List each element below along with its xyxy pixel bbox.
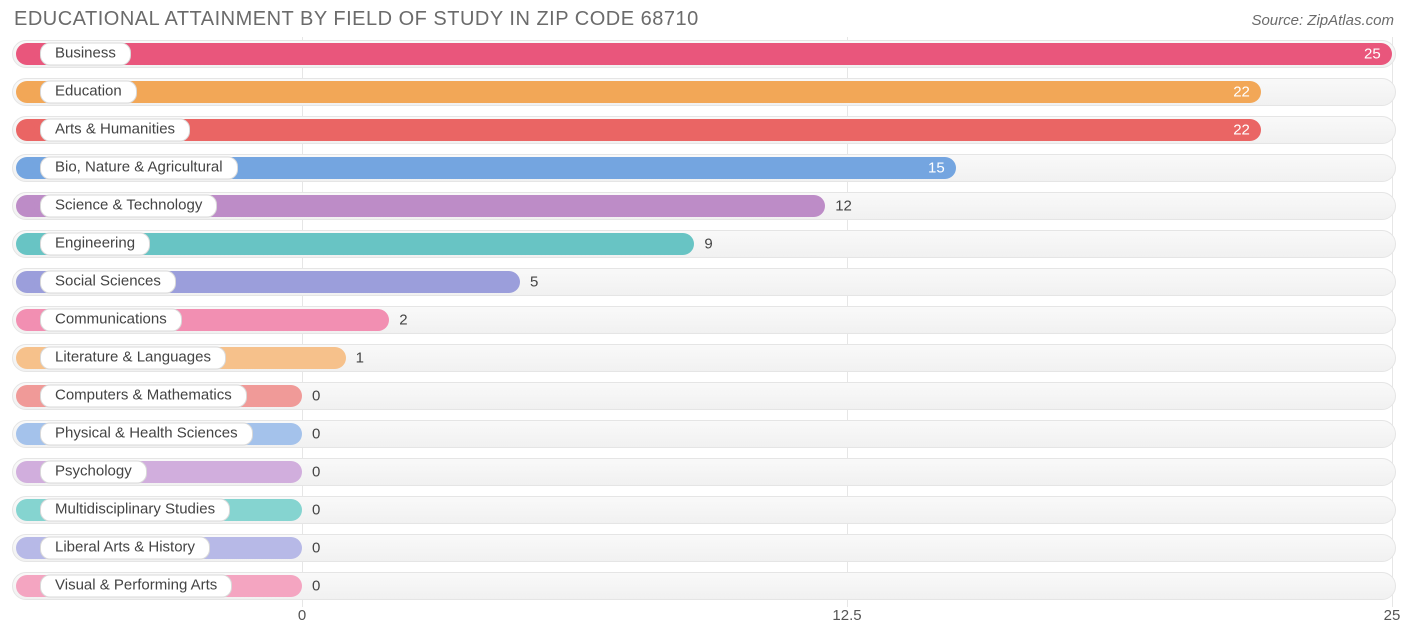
series-dot-icon bbox=[19, 388, 35, 404]
row-label: Education bbox=[40, 81, 137, 104]
row-value: 0 bbox=[312, 388, 320, 405]
series-dot-icon bbox=[19, 312, 35, 328]
row-label: Visual & Performing Arts bbox=[40, 575, 232, 598]
chart-row: Communications 2 bbox=[12, 303, 1396, 337]
row-label: Literature & Languages bbox=[40, 347, 226, 370]
chart-row: Social Sciences 5 bbox=[12, 265, 1396, 299]
chart-row: Education 22 bbox=[12, 75, 1396, 109]
row-label: Liberal Arts & History bbox=[40, 537, 210, 560]
chart-row: Science & Technology 12 bbox=[12, 189, 1396, 223]
row-value: 12 bbox=[835, 198, 852, 215]
row-value: 1 bbox=[356, 350, 364, 367]
series-dot-icon bbox=[19, 502, 35, 518]
row-label: Multidisciplinary Studies bbox=[40, 499, 230, 522]
chart-row: Physical & Health Sciences 0 bbox=[12, 417, 1396, 451]
bar bbox=[16, 43, 1392, 65]
series-dot-icon bbox=[19, 122, 35, 138]
row-value: 0 bbox=[312, 540, 320, 557]
x-tick-label: 12.5 bbox=[832, 607, 861, 624]
row-value: 2 bbox=[399, 312, 407, 329]
series-dot-icon bbox=[19, 84, 35, 100]
series-dot-icon bbox=[19, 274, 35, 290]
row-label: Bio, Nature & Agricultural bbox=[40, 157, 238, 180]
series-dot-icon bbox=[19, 464, 35, 480]
row-value: 22 bbox=[1233, 122, 1250, 139]
chart-title: EDUCATIONAL ATTAINMENT BY FIELD OF STUDY… bbox=[14, 8, 699, 31]
row-value: 0 bbox=[312, 426, 320, 443]
series-dot-icon bbox=[19, 236, 35, 252]
row-value: 25 bbox=[1364, 46, 1381, 63]
chart-rows: Business25Education22Arts & Humanities22… bbox=[12, 37, 1396, 603]
chart-row: Engineering 9 bbox=[12, 227, 1396, 261]
series-dot-icon bbox=[19, 350, 35, 366]
row-label: Communications bbox=[40, 309, 182, 332]
chart-row: Multidisciplinary Studies 0 bbox=[12, 493, 1396, 527]
row-label: Social Sciences bbox=[40, 271, 176, 294]
series-dot-icon bbox=[19, 46, 35, 62]
series-dot-icon bbox=[19, 426, 35, 442]
row-label: Science & Technology bbox=[40, 195, 217, 218]
chart-row: Business 25 bbox=[12, 37, 1396, 71]
chart-header: EDUCATIONAL ATTAINMENT BY FIELD OF STUDY… bbox=[12, 8, 1396, 31]
chart-row: Literature & Languages 1 bbox=[12, 341, 1396, 375]
x-tick-label: 0 bbox=[298, 607, 306, 624]
row-label: Physical & Health Sciences bbox=[40, 423, 253, 446]
x-axis: 012.525 bbox=[12, 607, 1396, 633]
chart-row: Computers & Mathematics 0 bbox=[12, 379, 1396, 413]
row-value: 0 bbox=[312, 502, 320, 519]
row-label: Business bbox=[40, 43, 131, 66]
row-value: 5 bbox=[530, 274, 538, 291]
row-value: 15 bbox=[928, 160, 945, 177]
row-value: 0 bbox=[312, 578, 320, 595]
chart-container: EDUCATIONAL ATTAINMENT BY FIELD OF STUDY… bbox=[0, 0, 1406, 637]
chart-row: Liberal Arts & History 0 bbox=[12, 531, 1396, 565]
row-label: Arts & Humanities bbox=[40, 119, 190, 142]
x-tick-label: 25 bbox=[1384, 607, 1401, 624]
chart-row: Bio, Nature & Agricultural 15 bbox=[12, 151, 1396, 185]
series-dot-icon bbox=[19, 198, 35, 214]
row-value: 0 bbox=[312, 464, 320, 481]
bar bbox=[16, 119, 1261, 141]
chart-source: Source: ZipAtlas.com bbox=[1251, 12, 1394, 29]
row-label: Computers & Mathematics bbox=[40, 385, 247, 408]
row-value: 22 bbox=[1233, 84, 1250, 101]
row-label: Psychology bbox=[40, 461, 147, 484]
row-label: Engineering bbox=[40, 233, 150, 256]
chart-row: Visual & Performing Arts 0 bbox=[12, 569, 1396, 603]
chart-row: Arts & Humanities 22 bbox=[12, 113, 1396, 147]
row-value: 9 bbox=[704, 236, 712, 253]
chart-row: Psychology 0 bbox=[12, 455, 1396, 489]
series-dot-icon bbox=[19, 160, 35, 176]
bar bbox=[16, 81, 1261, 103]
series-dot-icon bbox=[19, 578, 35, 594]
series-dot-icon bbox=[19, 540, 35, 556]
